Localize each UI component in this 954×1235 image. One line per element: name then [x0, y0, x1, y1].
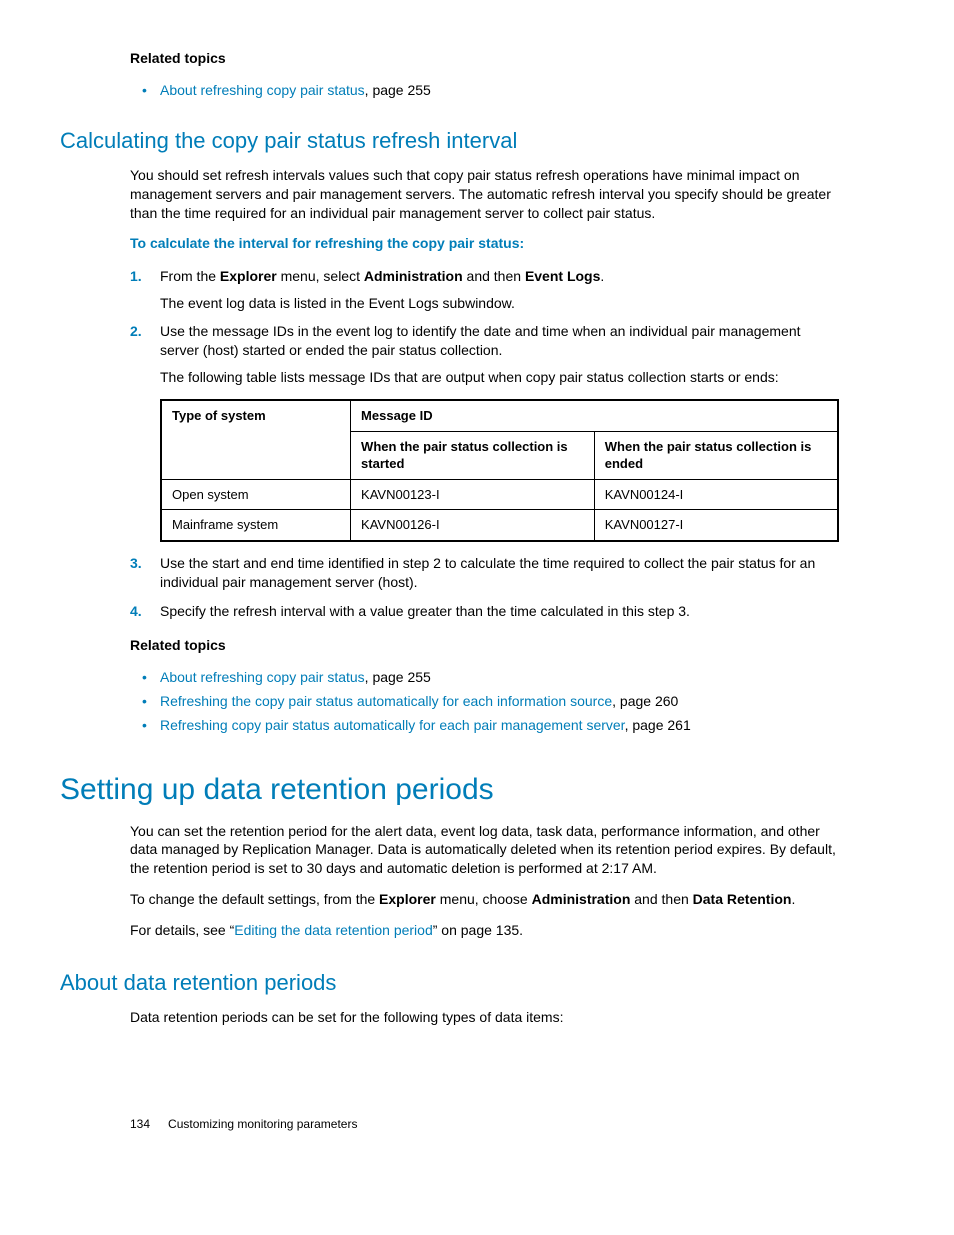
- col-type-of-system: Type of system: [161, 400, 351, 479]
- related-topics-list: About refreshing copy pair status, page …: [130, 82, 839, 98]
- link-suffix: , page 255: [365, 669, 431, 685]
- link-suffix: , page 261: [625, 717, 691, 733]
- table-row: Mainframe system KAVN00126-I KAVN00127-I: [161, 510, 838, 541]
- link-suffix: , page 255: [365, 82, 431, 98]
- menu-administration: Administration: [532, 891, 631, 907]
- paragraph: Data retention periods can be set for th…: [130, 1008, 839, 1027]
- related-topics-heading: Related topics: [130, 50, 839, 66]
- procedure-heading: To calculate the interval for refreshing…: [130, 235, 839, 251]
- list-item: About refreshing copy pair status, page …: [130, 82, 839, 98]
- list-item: Refreshing the copy pair status automati…: [130, 693, 839, 709]
- step-note: The event log data is listed in the Even…: [160, 294, 839, 313]
- cell-type: Mainframe system: [161, 510, 351, 541]
- list-item: About refreshing copy pair status, page …: [130, 669, 839, 685]
- page-number: 134: [130, 1117, 150, 1131]
- col-when-started: When the pair status collection is start…: [351, 431, 595, 479]
- procedure-list: From the Explorer menu, select Administr…: [130, 267, 839, 621]
- related-topics-heading: Related topics: [130, 637, 839, 653]
- cell-start: KAVN00123-I: [351, 479, 595, 510]
- link-refreshing-status[interactable]: About refreshing copy pair status: [160, 82, 365, 98]
- cell-end: KAVN00127-I: [594, 510, 838, 541]
- link-editing-retention[interactable]: Editing the data retention period: [234, 922, 432, 938]
- section-heading-retention: Setting up data retention periods: [60, 773, 839, 807]
- cell-start: KAVN00126-I: [351, 510, 595, 541]
- menu-explorer: Explorer: [379, 891, 436, 907]
- paragraph: You should set refresh intervals values …: [130, 166, 839, 223]
- chapter-title: Customizing monitoring parameters: [168, 1117, 357, 1131]
- step-1: From the Explorer menu, select Administr…: [130, 267, 839, 313]
- message-id-table: Type of system Message ID When the pair …: [160, 399, 839, 542]
- section-heading-about-retention: About data retention periods: [60, 970, 839, 996]
- step-2: Use the message IDs in the event log to …: [130, 322, 839, 541]
- paragraph: To change the default settings, from the…: [130, 890, 839, 909]
- menu-explorer: Explorer: [220, 268, 277, 284]
- link-refreshing-auto-server[interactable]: Refreshing copy pair status automaticall…: [160, 717, 625, 733]
- link-suffix: , page 260: [612, 693, 678, 709]
- col-when-ended: When the pair status collection is ended: [594, 431, 838, 479]
- paragraph: You can set the retention period for the…: [130, 822, 839, 879]
- link-refreshing-status[interactable]: About refreshing copy pair status: [160, 669, 365, 685]
- list-item: Refreshing copy pair status automaticall…: [130, 717, 839, 733]
- page-container: Related topics About refreshing copy pai…: [0, 0, 954, 1171]
- menu-event-logs: Event Logs: [525, 268, 600, 284]
- section-heading-calculating: Calculating the copy pair status refresh…: [60, 128, 839, 154]
- page-footer: 134 Customizing monitoring parameters: [130, 1117, 839, 1131]
- step-note: The following table lists message IDs th…: [160, 368, 839, 387]
- link-refreshing-auto-source[interactable]: Refreshing the copy pair status automati…: [160, 693, 612, 709]
- cell-type: Open system: [161, 479, 351, 510]
- related-topics-list: About refreshing copy pair status, page …: [130, 669, 839, 733]
- step-4: Specify the refresh interval with a valu…: [130, 602, 839, 621]
- menu-data-retention: Data Retention: [693, 891, 792, 907]
- col-message-id: Message ID: [351, 400, 838, 431]
- step-3: Use the start and end time identified in…: [130, 554, 839, 592]
- cell-end: KAVN00124-I: [594, 479, 838, 510]
- paragraph: For details, see “Editing the data reten…: [130, 921, 839, 940]
- table-row: Open system KAVN00123-I KAVN00124-I: [161, 479, 838, 510]
- menu-administration: Administration: [364, 268, 463, 284]
